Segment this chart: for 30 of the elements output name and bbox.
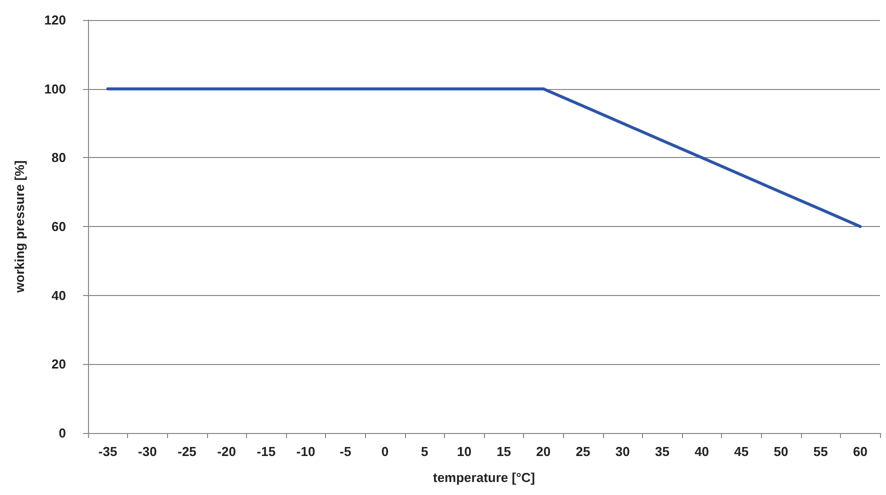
x-tick-label: 10	[456, 444, 472, 459]
y-tick-label: 100	[44, 81, 66, 96]
y-tick-label: 120	[44, 12, 66, 28]
x-tick-label: -10	[296, 444, 316, 459]
x-axis-title: temperature [°C]	[433, 470, 535, 485]
y-tick-label: 40	[52, 288, 66, 303]
x-tick-label: 35	[654, 444, 670, 459]
y-tick-label: 20	[52, 356, 66, 372]
x-tick-label: 45	[734, 444, 749, 459]
x-tick-label: 50	[774, 444, 788, 459]
x-tick-label: 60	[852, 444, 868, 459]
x-tick-label: -25	[178, 444, 196, 459]
x-tick-label: 40	[694, 444, 710, 459]
x-tick-label: 25	[576, 444, 590, 459]
y-tick-label: 80	[52, 150, 66, 166]
y-tick-label: 60	[52, 219, 66, 234]
x-tick-label: 55	[813, 444, 828, 459]
y-axis-title: working pressure [%]	[12, 160, 27, 294]
y-tick-label: 0	[58, 426, 66, 440]
x-tick-label: -5	[340, 444, 352, 459]
x-tick-label: -35	[98, 444, 118, 459]
x-tick-label: 15	[496, 444, 512, 459]
x-tick-label: -20	[217, 444, 236, 459]
x-tick-label: 5	[420, 444, 428, 459]
x-tick-label: -30	[138, 444, 157, 459]
x-tick-label: 30	[615, 444, 630, 459]
x-tick-label: -15	[256, 444, 276, 459]
line-series	[106, 87, 862, 228]
x-tick-label: 20	[536, 444, 551, 459]
x-tick-label: 0	[381, 444, 389, 459]
